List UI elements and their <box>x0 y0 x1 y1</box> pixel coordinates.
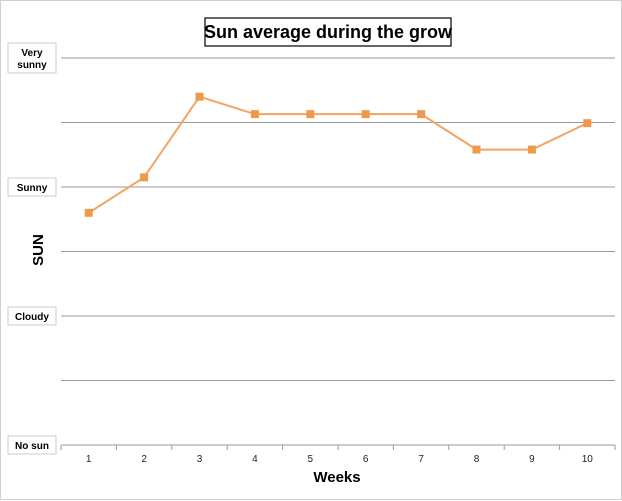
chart-title: Sun average during the grow <box>204 17 453 47</box>
y-tick-label-text: sunny <box>17 60 47 71</box>
x-tick-label: 2 <box>141 454 147 465</box>
x-tick-label: 3 <box>197 454 203 465</box>
data-point-marker <box>250 110 259 119</box>
x-tick-labels: 1 2 3 4 5 6 7 8 9 10 <box>86 454 593 465</box>
data-point-marker <box>583 119 592 128</box>
data-point-marker <box>361 110 370 119</box>
y-tick-label-text: Cloudy <box>15 312 49 323</box>
chart-title-text: Sun average during the grow <box>204 22 453 42</box>
y-tick-label-box <box>7 435 57 455</box>
chart-title-box <box>204 17 452 47</box>
data-point-marker <box>195 92 204 101</box>
y-tick-label: Sunny <box>7 177 57 197</box>
y-tick-label-text: Sunny <box>17 183 48 194</box>
data-point-marker <box>84 208 93 217</box>
data-point-marker <box>527 145 536 154</box>
grid-layer <box>61 57 615 381</box>
x-tick-label: 1 <box>86 454 92 465</box>
data-point-marker <box>417 110 426 119</box>
data-point-marker <box>472 145 481 154</box>
series-line <box>88 95 588 214</box>
x-tick-label: 4 <box>252 454 258 465</box>
axis-layer <box>60 444 616 450</box>
y-tick-label-box <box>7 177 57 197</box>
data-point-marker <box>306 110 315 119</box>
x-tick-label: 9 <box>529 454 535 465</box>
series-layer <box>84 92 592 217</box>
x-axis-label: Weeks <box>313 469 360 486</box>
y-tick-label-box <box>7 42 57 74</box>
x-tick-label: 6 <box>363 454 369 465</box>
x-tick-label: 10 <box>582 454 594 465</box>
y-tick-label-box <box>7 306 57 326</box>
y-tick-label-text: No sun <box>15 441 49 452</box>
y-tick-label: No sun <box>7 435 57 455</box>
y-tick-label-text: Very <box>21 48 43 59</box>
x-tick-label: 7 <box>418 454 424 465</box>
y-tick-label: Cloudy <box>7 306 57 326</box>
y-axis-label: SUN <box>30 234 47 266</box>
x-tick-label: 5 <box>308 454 314 465</box>
x-tick-label: 8 <box>474 454 480 465</box>
data-point-marker <box>140 173 149 182</box>
